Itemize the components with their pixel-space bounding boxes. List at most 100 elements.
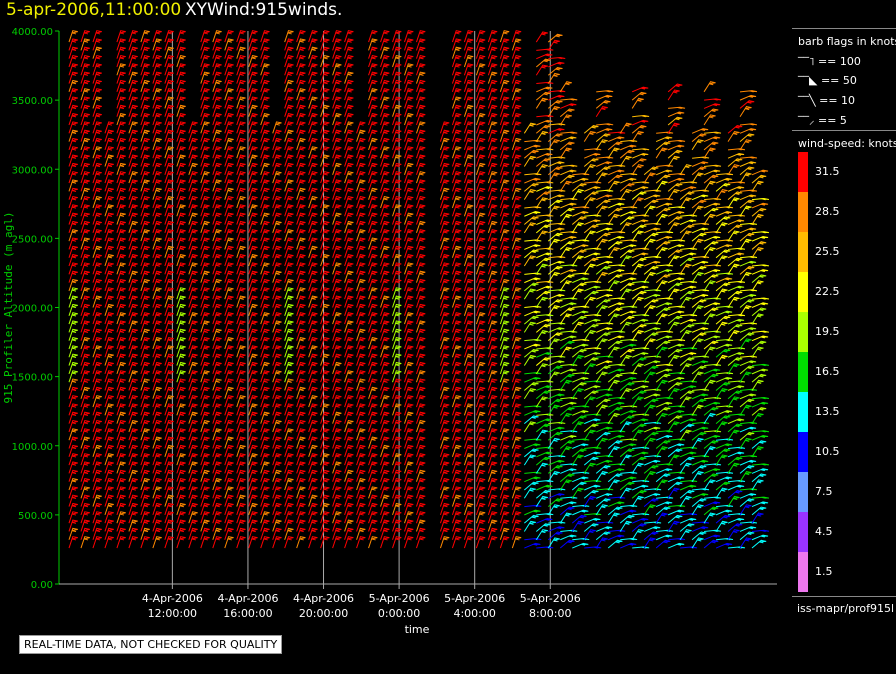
wind-barb xyxy=(572,376,589,383)
wind-barb xyxy=(200,30,210,43)
wind-barb xyxy=(655,346,668,358)
wind-barb xyxy=(308,179,318,192)
wind-barb xyxy=(487,104,498,117)
wind-barb xyxy=(116,494,126,507)
wind-barb xyxy=(116,328,126,341)
wind-barb xyxy=(104,478,114,491)
wind-barb xyxy=(463,96,474,109)
wind-barb xyxy=(739,404,752,416)
wind-barb xyxy=(380,187,390,200)
wind-barb xyxy=(80,395,90,408)
wind-barb xyxy=(584,418,601,425)
wind-barb xyxy=(499,179,510,192)
wind-barb xyxy=(475,353,486,366)
wind-barb xyxy=(332,104,342,117)
wind-barb xyxy=(691,266,707,275)
wind-barb xyxy=(164,195,174,209)
wind-barb xyxy=(487,46,498,59)
wind-barb xyxy=(200,113,210,126)
wind-barb xyxy=(524,249,539,259)
wind-barb xyxy=(511,71,522,84)
wind-barb xyxy=(416,204,426,217)
wind-barb xyxy=(260,345,270,358)
wind-barb xyxy=(392,187,402,200)
wind-barb xyxy=(632,314,650,317)
wind-barb xyxy=(224,519,234,532)
wind-barb xyxy=(595,437,608,449)
wind-barb xyxy=(140,71,150,84)
wind-barb xyxy=(680,446,698,450)
wind-barb xyxy=(499,195,510,209)
wind-barb xyxy=(140,511,150,524)
y-tick-label: 4000.00 xyxy=(12,27,53,38)
wind-barb xyxy=(620,206,638,209)
wind-barb xyxy=(224,63,234,76)
wind-barb xyxy=(332,88,342,101)
wind-barb xyxy=(296,419,306,433)
wind-barb xyxy=(296,444,306,457)
wind-barb xyxy=(284,262,294,275)
wind-barb xyxy=(140,453,150,466)
wind-barb xyxy=(128,378,138,391)
wind-barb xyxy=(392,278,402,292)
wind-barb xyxy=(487,179,498,192)
wind-barb xyxy=(679,219,697,226)
wind-barb xyxy=(392,113,402,126)
wind-barb xyxy=(595,106,608,117)
wind-barb xyxy=(655,407,671,416)
wind-barb xyxy=(691,305,704,317)
wind-barb xyxy=(548,189,566,192)
wind-barb xyxy=(511,328,522,341)
wind-barb xyxy=(128,461,138,474)
wind-barb xyxy=(487,129,498,142)
wind-barb xyxy=(632,413,650,416)
wind-barb xyxy=(739,260,757,267)
wind-barb xyxy=(571,388,584,400)
wind-barb xyxy=(236,469,246,482)
wind-barb xyxy=(703,302,721,308)
wind-barb xyxy=(224,195,234,209)
wind-barb xyxy=(524,139,542,143)
wind-barb xyxy=(68,129,78,142)
wind-barb xyxy=(164,536,174,549)
wind-barb xyxy=(104,237,114,250)
wind-barb xyxy=(499,129,510,142)
wind-barb xyxy=(212,278,222,292)
wind-barb xyxy=(164,262,174,275)
wind-barb xyxy=(691,172,704,184)
wind-barb xyxy=(128,527,138,540)
wind-barb xyxy=(451,478,462,491)
wind-barb xyxy=(308,486,318,499)
wind-barb xyxy=(439,270,450,283)
wind-barb xyxy=(296,312,306,325)
wind-barb xyxy=(128,453,138,466)
wind-barb xyxy=(583,456,599,466)
wind-barb xyxy=(679,495,692,507)
wind-barb xyxy=(296,79,306,92)
wind-barb xyxy=(260,121,270,134)
wind-barb xyxy=(535,58,551,68)
wind-barb xyxy=(152,146,162,159)
wind-barb xyxy=(451,378,462,391)
wind-barb xyxy=(164,312,174,325)
wind-barb xyxy=(404,171,414,184)
wind-barb xyxy=(368,46,378,59)
wind-barb xyxy=(248,444,258,457)
wind-barb xyxy=(332,403,342,416)
wind-barb xyxy=(212,162,222,175)
wind-barb xyxy=(739,256,758,259)
wind-barb xyxy=(560,197,578,201)
wind-barb xyxy=(80,519,90,532)
barb-field xyxy=(68,30,770,549)
wind-barb xyxy=(368,146,378,159)
wind-barb xyxy=(679,529,692,541)
wind-barb xyxy=(92,187,102,200)
wind-barb xyxy=(152,303,162,316)
wind-barb xyxy=(727,462,740,474)
wind-barb xyxy=(248,154,258,167)
wind-barb xyxy=(535,462,548,474)
wind-barb xyxy=(164,511,174,524)
wind-barb xyxy=(224,444,234,457)
x-tick-label-time: 4:00:00 xyxy=(453,607,495,620)
wind-barb xyxy=(260,378,270,391)
